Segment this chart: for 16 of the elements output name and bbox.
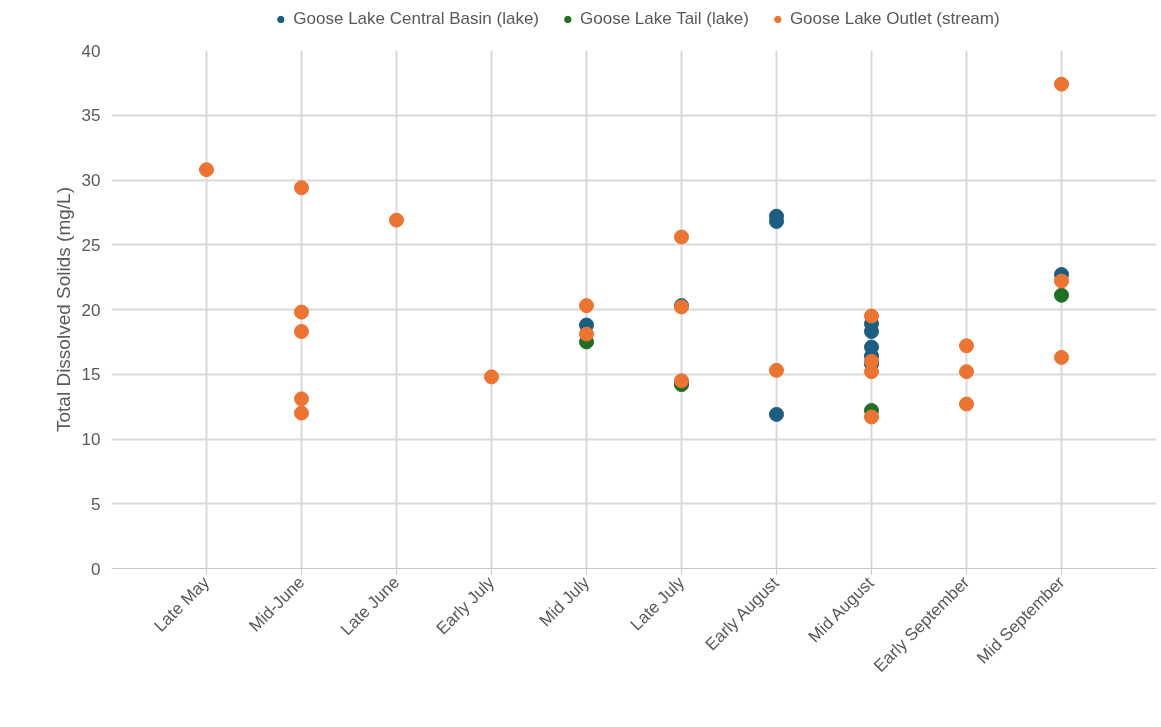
x-tick-label: Mid July [535, 572, 594, 631]
y-tick-label: 0 [91, 559, 101, 579]
legend-label: Goose Lake Central Basin (lake) [293, 9, 540, 29]
y-tick-label: 10 [81, 430, 101, 449]
legend-label: Goose Lake Outlet (stream) [789, 9, 1000, 29]
y-tick-label: 35 [81, 106, 101, 126]
y-tick-label: 30 [81, 171, 101, 190]
y-tick-label: 15 [81, 365, 101, 385]
y-tick-label: 40 [81, 41, 101, 61]
legend-label: Goose Lake Tail (lake) [580, 9, 749, 29]
x-tick-label: Late May [150, 572, 214, 636]
x-tick-label: Late July [626, 572, 689, 635]
y-tick-label: 5 [91, 494, 101, 514]
y-tick-label: 20 [81, 300, 101, 320]
y-axis-title: Total Dissolved Solids (mg/L) [52, 187, 74, 432]
y-tick-label: 25 [81, 235, 101, 255]
